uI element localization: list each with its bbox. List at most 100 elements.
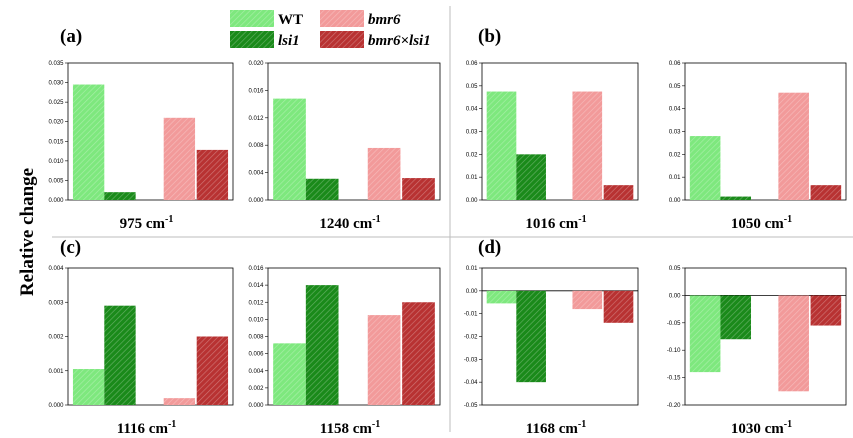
y-tick-label: -0.20 bbox=[667, 403, 681, 409]
bar-lsi1 bbox=[104, 192, 136, 200]
subplot-title: 1116 cm-1 bbox=[117, 419, 177, 437]
subplot-title: 1158 cm-1 bbox=[320, 419, 380, 437]
bar-wt bbox=[486, 91, 517, 200]
y-tick-label: 0.030 bbox=[48, 81, 64, 87]
y-tick-label: 0.005 bbox=[48, 178, 64, 184]
y-tick-label: 0.000 bbox=[248, 198, 264, 204]
y-tick-label: 0.015 bbox=[48, 139, 64, 145]
panel-dividers bbox=[52, 6, 853, 432]
y-tick-label: 0.01 bbox=[466, 266, 478, 272]
y-tick-label: 0.06 bbox=[466, 61, 478, 67]
y-tick-label: 0.000 bbox=[248, 403, 264, 409]
y-tick-label: 0.003 bbox=[48, 300, 64, 306]
y-tick-label: 0.010 bbox=[248, 317, 264, 323]
subplot-title: 1016 cm-1 bbox=[525, 214, 586, 232]
bar-bmr6-x-lsi1 bbox=[810, 295, 842, 326]
legend-label-bmr6: bmr6 bbox=[368, 12, 401, 28]
bar-bmr6-x-lsi1 bbox=[196, 149, 229, 200]
y-tick-label: 0.00 bbox=[466, 198, 478, 204]
y-tick-label: 0.004 bbox=[248, 369, 264, 375]
plot-frame bbox=[67, 62, 234, 201]
bar-bmr6 bbox=[163, 117, 196, 200]
bar-wt bbox=[273, 343, 306, 405]
legend-label-wt: WT bbox=[278, 12, 303, 28]
bar-lsi1 bbox=[305, 178, 339, 200]
y-tick-label: -0.05 bbox=[667, 321, 681, 327]
panel-label: (b) bbox=[478, 26, 501, 47]
legend-swatch-bmr6 bbox=[320, 10, 364, 27]
y-tick-label: 0.008 bbox=[248, 143, 264, 149]
subplot-title: 1168 cm-1 bbox=[526, 419, 586, 437]
y-tick-label: 0.035 bbox=[48, 61, 64, 67]
bar-bmr6-x-lsi1 bbox=[603, 185, 634, 200]
y-tick-label: -0.02 bbox=[464, 335, 478, 341]
y-tick-label: -0.03 bbox=[464, 357, 478, 363]
bar-bmr6-x-lsi1 bbox=[402, 178, 435, 200]
y-tick-label: 0.04 bbox=[669, 107, 681, 113]
y-tick-label: 0.010 bbox=[48, 159, 64, 165]
subplot-5: 0.000 0.001 0.002 0.003 0.004 1116 cm-1 bbox=[48, 266, 234, 437]
bar-wt bbox=[72, 84, 105, 200]
bar-bmr6-x-lsi1 bbox=[603, 290, 634, 323]
y-tick-label: 0.02 bbox=[669, 152, 681, 158]
subplot-title: 1240 cm-1 bbox=[319, 214, 380, 232]
legend-label-bmr6-x-lsi1: bmr6×lsi1 bbox=[368, 33, 431, 49]
bar-bmr6 bbox=[778, 92, 809, 200]
panel-labels: (a) (b) (c) (d) bbox=[60, 26, 501, 258]
bar-bmr6-x-lsi1 bbox=[402, 302, 435, 405]
bar-bmr6 bbox=[572, 91, 603, 200]
bar-lsi1 bbox=[516, 290, 546, 383]
bar-wt bbox=[689, 136, 721, 200]
y-tick-label: 0.020 bbox=[48, 120, 64, 126]
panel-label: (d) bbox=[478, 237, 501, 258]
y-tick-label: 0.012 bbox=[248, 116, 264, 122]
y-tick-label: 0.03 bbox=[669, 130, 681, 136]
y-tick-label: -0.15 bbox=[667, 376, 681, 382]
bar-bmr6 bbox=[367, 315, 401, 405]
subplot-title: 975 cm-1 bbox=[120, 214, 174, 232]
y-tick-label: 0.014 bbox=[248, 283, 264, 289]
subplot-title: 1030 cm-1 bbox=[731, 419, 792, 437]
subplot-7: -0.05 -0.04 -0.03 -0.02 -0.01 0.00 0.01 1168 cm… bbox=[464, 266, 639, 437]
subplot-1: 0.000 0.005 0.010 0.015 0.020 0.025 0.030 0.035… bbox=[48, 61, 234, 232]
legend: WT lsi1 bmr6 bmr6×lsi1 bbox=[230, 10, 431, 49]
y-tick-label: 0.002 bbox=[248, 386, 264, 392]
y-tick-label: 0.000 bbox=[48, 198, 64, 204]
y-tick-label: 0.004 bbox=[248, 171, 264, 177]
y-tick-label: 0.001 bbox=[48, 369, 64, 375]
bar-lsi1 bbox=[720, 295, 752, 340]
y-tick-label: 0.06 bbox=[669, 61, 681, 67]
y-tick-label: 0.05 bbox=[669, 266, 681, 272]
y-tick-label: 0.006 bbox=[248, 352, 264, 358]
bar-wt bbox=[273, 98, 306, 200]
subplot-4: 0.00 0.01 0.02 0.03 0.04 0.05 0.06 1050 cm-1 bbox=[669, 61, 847, 232]
y-tick-label: -0.01 bbox=[464, 312, 478, 318]
y-tick-label: 0.04 bbox=[466, 107, 478, 113]
bar-bmr6 bbox=[367, 147, 401, 200]
y-tick-label: 0.03 bbox=[466, 130, 478, 136]
bar-bmr6 bbox=[778, 295, 809, 392]
bar-wt bbox=[689, 295, 721, 373]
y-tick-label: 0.025 bbox=[48, 100, 64, 106]
y-tick-label: 0.01 bbox=[466, 175, 478, 181]
y-tick-label: 0.008 bbox=[248, 335, 264, 341]
y-axis-label: Relative change bbox=[17, 168, 38, 296]
bar-lsi1 bbox=[104, 305, 136, 405]
panel-label: (a) bbox=[60, 26, 82, 47]
y-tick-label: 0.05 bbox=[669, 84, 681, 90]
charts: 0.000 0.005 0.010 0.015 0.020 0.025 0.030 0.035… bbox=[48, 61, 847, 437]
bar-bmr6-x-lsi1 bbox=[810, 185, 842, 200]
bar-wt bbox=[72, 369, 105, 405]
legend-swatch-wt bbox=[230, 10, 274, 27]
bar-wt bbox=[486, 290, 517, 304]
y-tick-label: 0.05 bbox=[466, 84, 478, 90]
bar-bmr6-x-lsi1 bbox=[196, 336, 229, 405]
y-tick-label: 0.00 bbox=[669, 293, 681, 299]
subplot-6: 0.000 0.002 0.004 0.006 0.008 0.010 0.012 0.014… bbox=[248, 266, 441, 437]
y-tick-label: 0.01 bbox=[669, 175, 681, 181]
bar-lsi1 bbox=[516, 154, 546, 200]
bar-lsi1 bbox=[305, 285, 339, 405]
y-tick-label: -0.04 bbox=[464, 380, 478, 386]
